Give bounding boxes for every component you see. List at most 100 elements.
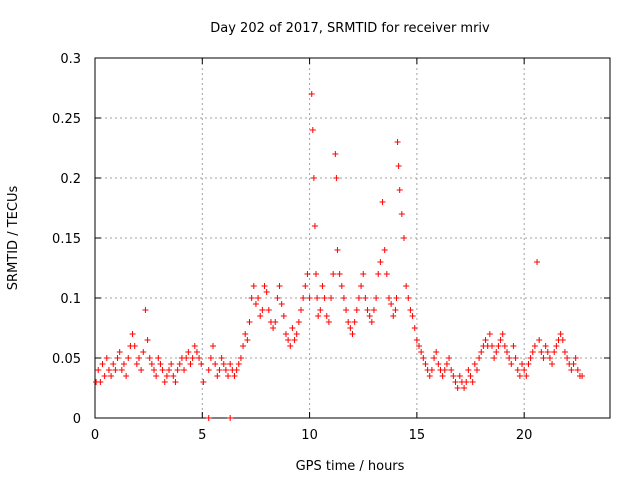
data-point — [409, 313, 416, 319]
data-point — [362, 295, 369, 301]
y-axis-label: SRMTID / TECUs — [6, 186, 21, 291]
data-point — [534, 259, 541, 265]
data-point — [377, 259, 384, 265]
data-point — [516, 373, 523, 379]
data-point — [381, 247, 388, 253]
data-point — [110, 361, 117, 367]
data-point — [193, 349, 200, 355]
data-point — [394, 139, 401, 145]
data-point — [99, 361, 106, 367]
data-point — [416, 343, 423, 349]
data-point — [332, 151, 339, 157]
data-point — [473, 367, 480, 373]
data-point — [549, 361, 556, 367]
data-point — [317, 307, 324, 313]
data-point — [103, 355, 110, 361]
data-point — [557, 331, 564, 337]
data-point — [125, 355, 132, 361]
data-point — [285, 337, 292, 343]
data-point — [486, 331, 493, 337]
data-point — [523, 373, 530, 379]
data-point — [476, 355, 483, 361]
data-point — [568, 367, 575, 373]
data-point — [488, 343, 495, 349]
data-point — [328, 295, 335, 301]
data-point — [325, 319, 332, 325]
data-point — [185, 349, 192, 355]
data-point — [506, 355, 513, 361]
data-point — [572, 355, 579, 361]
data-point — [508, 361, 515, 367]
data-point — [189, 355, 196, 361]
data-point — [343, 307, 350, 313]
data-point — [373, 295, 380, 301]
data-point — [439, 373, 446, 379]
data-point — [161, 379, 168, 385]
data-point — [237, 355, 244, 361]
data-point — [319, 283, 326, 289]
data-point — [504, 349, 510, 355]
data-point — [159, 367, 166, 373]
data-point — [278, 301, 285, 307]
data-point — [385, 295, 392, 301]
data-point — [172, 379, 179, 385]
data-point — [244, 337, 251, 343]
data-point — [308, 91, 315, 97]
data-point — [157, 361, 164, 367]
data-point — [216, 367, 223, 373]
data-point — [280, 313, 287, 319]
data-point — [214, 373, 221, 379]
data-point — [529, 349, 536, 355]
data-point — [289, 325, 296, 331]
data-point — [140, 349, 147, 355]
data-point — [240, 343, 247, 349]
x-tick-label: 10 — [301, 428, 318, 443]
data-point — [151, 367, 158, 373]
data-point — [441, 367, 448, 373]
data-point — [187, 361, 194, 367]
data-point — [398, 211, 405, 217]
data-point — [231, 373, 238, 379]
data-point — [116, 349, 123, 355]
y-tick-label: 0.15 — [52, 232, 81, 247]
data-point — [538, 349, 545, 355]
data-point — [334, 247, 341, 253]
data-point — [252, 301, 259, 307]
data-point — [170, 373, 177, 379]
data-point — [461, 385, 468, 391]
data-point — [368, 319, 375, 325]
data-point — [433, 349, 440, 355]
data-point — [108, 373, 115, 379]
data-point — [360, 271, 367, 277]
data-point — [270, 325, 277, 331]
data-point — [144, 337, 151, 343]
data-point — [553, 343, 560, 349]
data-point — [435, 361, 442, 367]
y-tick-label: 0.05 — [52, 352, 81, 367]
data-point — [527, 355, 534, 361]
data-point — [210, 343, 217, 349]
data-point — [95, 367, 102, 373]
data-point — [418, 349, 425, 355]
data-point — [405, 295, 412, 301]
axis-ticks — [94, 57, 610, 419]
data-point — [176, 361, 183, 367]
data-point — [123, 373, 130, 379]
data-point — [196, 355, 203, 361]
data-point — [205, 367, 212, 373]
data-point — [422, 361, 429, 367]
data-point — [383, 271, 390, 277]
data-point — [183, 355, 190, 361]
data-point — [235, 361, 242, 367]
x-tick-label: 20 — [516, 428, 533, 443]
data-point — [495, 343, 502, 349]
data-point — [200, 379, 207, 385]
data-point — [531, 343, 538, 349]
data-point — [501, 343, 508, 349]
data-point — [242, 331, 249, 337]
data-point — [133, 361, 140, 367]
data-point — [519, 361, 526, 367]
data-point — [272, 319, 279, 325]
data-point — [336, 271, 343, 277]
data-point — [233, 367, 240, 373]
